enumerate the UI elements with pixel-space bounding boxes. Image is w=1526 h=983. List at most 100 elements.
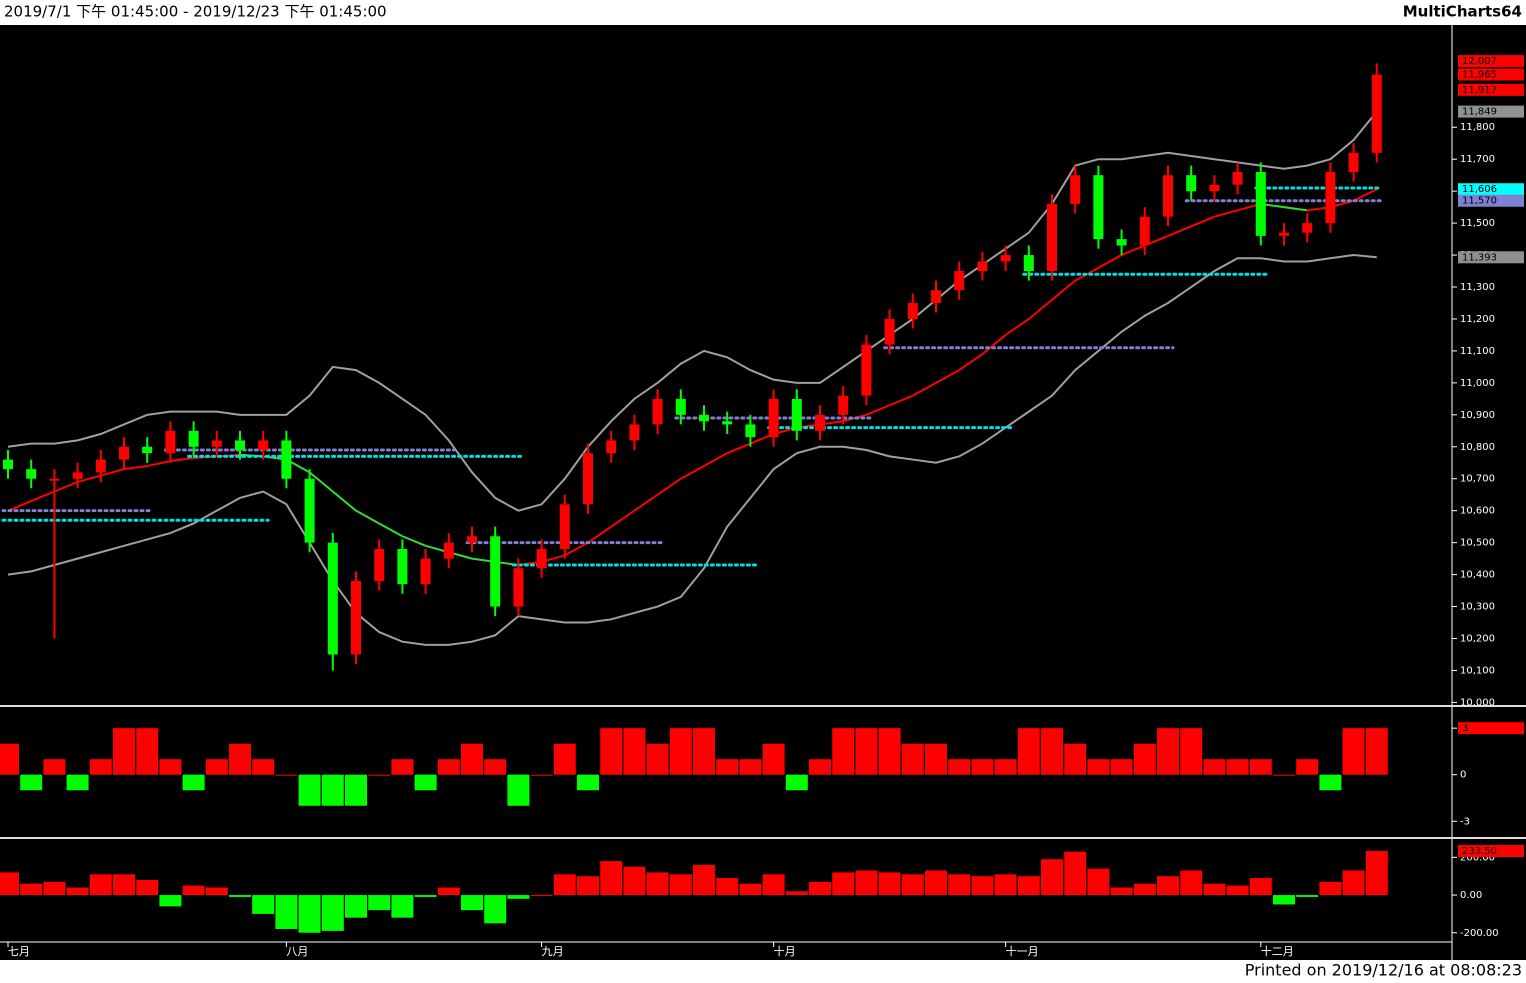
candle-body xyxy=(235,440,245,450)
histogram-bar xyxy=(182,885,205,896)
histogram-bar xyxy=(1342,870,1365,896)
price-marker xyxy=(1458,251,1524,264)
y-tick-label: 10,400 xyxy=(1460,570,1495,581)
histogram-bar xyxy=(1110,759,1133,775)
candle-body xyxy=(838,395,849,415)
histogram-bar xyxy=(623,866,646,896)
candle-body xyxy=(258,440,269,450)
histogram-bar xyxy=(693,864,715,896)
histogram-bar xyxy=(762,743,785,775)
y-tick-label: 11,500 xyxy=(1460,218,1495,229)
histogram-bar xyxy=(136,879,159,896)
histogram-bar xyxy=(785,891,808,896)
histogram-bar xyxy=(669,728,692,775)
histogram-bar xyxy=(1319,881,1342,896)
histogram-bar xyxy=(205,887,228,896)
histogram-bar xyxy=(530,774,553,776)
candle-body xyxy=(931,290,941,303)
y-tick-label: -200.00 xyxy=(1460,928,1499,939)
histogram-bar xyxy=(1017,728,1040,775)
band-middle-segment xyxy=(587,525,612,544)
price-marker xyxy=(1458,68,1524,81)
histogram-bar xyxy=(66,774,89,791)
y-tick-label: 10,900 xyxy=(1460,410,1495,421)
price-marker-label: 11,965 xyxy=(1462,70,1497,81)
candle-body xyxy=(351,580,361,655)
histogram-bar xyxy=(1296,759,1319,775)
histogram-bar xyxy=(530,895,553,897)
candle-body xyxy=(815,414,825,431)
candle-body xyxy=(165,430,176,454)
band-middle-segment xyxy=(981,334,1007,355)
histogram-bar xyxy=(321,774,344,806)
histogram-bar xyxy=(484,759,507,775)
candle-body xyxy=(629,424,640,441)
histogram-bar xyxy=(809,759,831,775)
band-middle-segment xyxy=(30,490,55,503)
candle-body xyxy=(1279,232,1289,236)
histogram-bar xyxy=(136,728,159,775)
candle-body xyxy=(95,459,106,473)
histogram-bar xyxy=(1226,759,1249,775)
price-marker-label: 11,570 xyxy=(1462,196,1497,207)
candle-body xyxy=(374,549,385,581)
x-tick-label: 十一月 xyxy=(1006,944,1039,958)
x-tick-label: 十月 xyxy=(774,944,796,958)
band-middle-segment xyxy=(866,404,890,416)
histogram-bar xyxy=(693,728,715,775)
band-line xyxy=(7,110,1378,512)
candle-body xyxy=(1348,152,1359,172)
histogram-bar xyxy=(89,759,112,775)
price-marker-label: 3 xyxy=(1462,723,1468,734)
candle-body xyxy=(1371,74,1382,153)
histogram-bar xyxy=(785,774,808,791)
histogram-bar xyxy=(716,759,739,775)
price-marker-label: 11,849 xyxy=(1462,107,1497,118)
histogram-bar xyxy=(275,895,298,929)
band-middle-segment xyxy=(100,468,125,477)
band-middle-segment xyxy=(1051,279,1076,301)
histogram-bar xyxy=(229,895,251,897)
histogram-bar xyxy=(368,774,391,776)
candle-body xyxy=(583,453,593,505)
y-tick-label: 10,800 xyxy=(1460,442,1495,453)
price-marker-label: 11,917 xyxy=(1462,85,1497,96)
candle-body xyxy=(1186,175,1197,192)
histogram-bar xyxy=(275,774,298,776)
histogram-bar xyxy=(159,895,182,907)
y-tick-label: 10,200 xyxy=(1460,633,1495,644)
candle-body xyxy=(861,344,872,396)
band-middle-segment xyxy=(1028,299,1053,320)
band-middle-segment xyxy=(54,481,78,493)
histogram-bar xyxy=(577,876,599,896)
y-tick-label: 10,700 xyxy=(1460,474,1495,485)
y-tick-label: 0 xyxy=(1460,770,1466,781)
candle-body xyxy=(490,536,501,607)
histogram-bar xyxy=(0,743,19,775)
band-middle-segment xyxy=(77,474,102,483)
candle-body xyxy=(907,302,918,319)
date-range: 2019/7/1 下午 01:45:00 - 2019/12/23 下午 01:… xyxy=(4,3,387,21)
histogram-bar xyxy=(623,728,646,775)
candle-body xyxy=(3,459,13,470)
histogram-bar xyxy=(1110,887,1133,896)
histogram-bar xyxy=(66,887,89,896)
histogram-bar xyxy=(159,759,182,775)
histogram-bar xyxy=(43,759,66,775)
candle-body xyxy=(745,424,756,438)
y-tick-label: 10,100 xyxy=(1460,665,1495,676)
histogram-bar xyxy=(1249,759,1272,775)
candle-body xyxy=(606,440,617,454)
x-tick-label: 七月 xyxy=(8,945,30,958)
price-marker xyxy=(1458,722,1524,735)
histogram-bar xyxy=(461,743,483,775)
histogram-bar xyxy=(20,774,43,791)
candle-body xyxy=(467,536,477,543)
band-middle-segment xyxy=(402,535,426,547)
candle-body xyxy=(1000,255,1011,262)
candle-body xyxy=(722,421,733,425)
histogram-bar xyxy=(1226,885,1249,896)
histogram-bar xyxy=(1041,728,1063,775)
histogram-bar xyxy=(1365,728,1388,775)
